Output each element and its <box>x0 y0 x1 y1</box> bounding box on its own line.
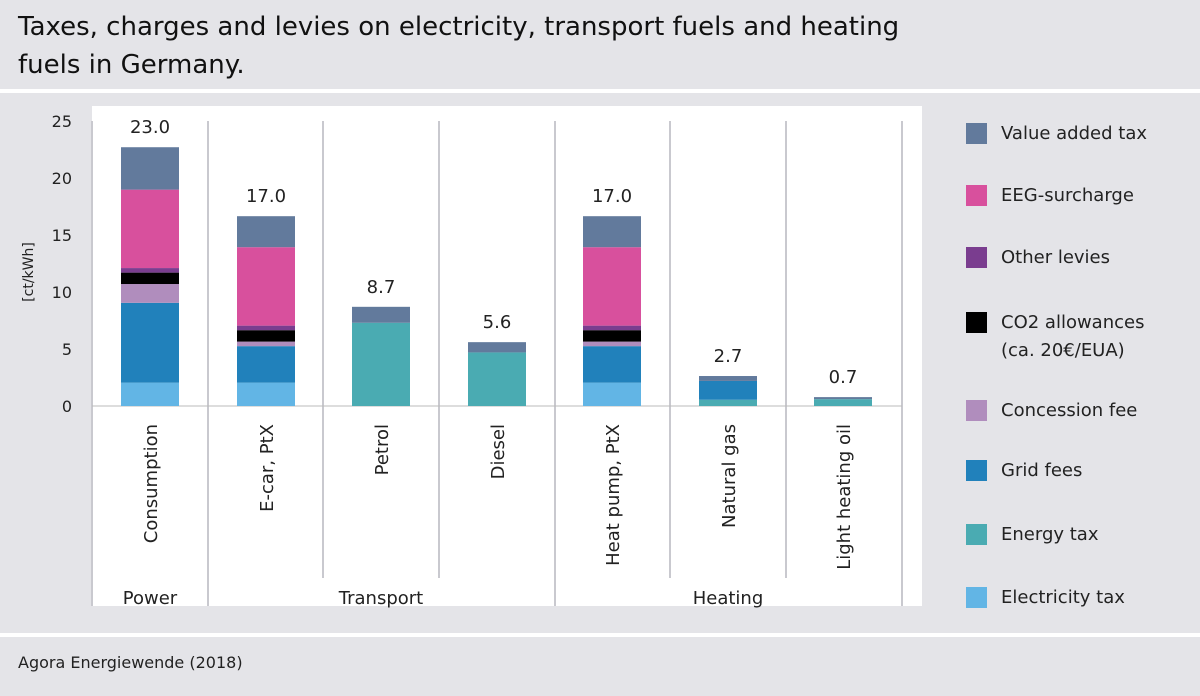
category-label: Heat pump, PtX <box>603 424 624 566</box>
category-label: Petrol <box>372 424 393 475</box>
bar-segment <box>699 376 757 381</box>
category-label: Light heating oil <box>834 424 855 570</box>
category-label: Consumption <box>141 424 162 543</box>
bars-layer <box>121 147 872 406</box>
bar-segment <box>237 382 295 406</box>
bar-segment <box>237 216 295 248</box>
header-divider <box>0 89 1200 93</box>
category-label: Diesel <box>488 424 509 479</box>
bar-segment <box>468 342 526 353</box>
bar-segment <box>237 330 295 342</box>
bar-segment <box>583 325 641 331</box>
bar-segment <box>237 346 295 383</box>
y-axis-label: [ct/kWh] <box>21 242 37 302</box>
legend-swatch <box>966 587 987 608</box>
bar-segment <box>583 346 641 383</box>
legend-label: Electricity tax <box>1001 587 1125 608</box>
legend: Value added tax EEG-surcharge Other levies… <box>966 123 1147 608</box>
bar-segment <box>121 147 179 190</box>
y-tick-label: 15 <box>52 226 72 245</box>
legend-swatch <box>966 185 987 206</box>
y-tick-label: 25 <box>52 112 72 131</box>
footer-divider <box>0 633 1200 637</box>
total-label: 8.7 <box>367 277 396 298</box>
chart-title: Taxes, charges and levies on electricity… <box>18 12 900 80</box>
legend-label: Other levies <box>1001 247 1110 268</box>
category-label: Natural gas <box>719 424 740 528</box>
bar-segment <box>814 399 872 406</box>
labels-layer: 23.0 Consumption 17.0 E-car, PtX 8.7 Petrol 5.… <box>123 117 858 609</box>
category-label: E-car, PtX <box>257 424 278 512</box>
legend-label: Concession fee <box>1001 400 1137 421</box>
bar-segment <box>699 399 757 406</box>
bar-segment <box>583 247 641 326</box>
total-label: 23.0 <box>130 117 170 138</box>
legend-label: Grid fees <box>1001 460 1082 481</box>
total-label: 0.7 <box>829 367 858 388</box>
bar-segment <box>237 325 295 331</box>
bar-segment <box>583 216 641 248</box>
group-label: Heating <box>693 588 764 609</box>
bar-segment <box>121 268 179 273</box>
y-tick-label: 5 <box>62 340 72 359</box>
bar-segment <box>468 352 526 406</box>
source-note: Agora Energiewende (2018) <box>18 653 243 672</box>
legend-swatch <box>966 312 987 333</box>
legend-label: Energy tax <box>1001 524 1099 545</box>
bar-segment <box>121 189 179 269</box>
bar-segment <box>237 247 295 326</box>
bar-segment <box>121 382 179 406</box>
bar-segment <box>352 306 410 323</box>
total-label: 2.7 <box>714 346 743 367</box>
y-tick-label: 20 <box>52 169 72 188</box>
group-label: Transport <box>338 588 423 609</box>
total-label: 5.6 <box>483 312 512 333</box>
bar-segment <box>121 272 179 285</box>
bar-segment <box>352 322 410 406</box>
group-label: Power <box>123 588 178 609</box>
total-label: 17.0 <box>592 186 632 207</box>
bar-segment <box>583 341 641 347</box>
legend-label: CO2 allowances (ca. 20€/EUA) <box>1001 312 1144 361</box>
legend-swatch <box>966 524 987 545</box>
y-tick-label: 10 <box>52 283 72 302</box>
bar-segment <box>699 380 757 400</box>
bar-segment <box>814 397 872 400</box>
total-label: 17.0 <box>246 186 286 207</box>
bar-segment <box>583 330 641 342</box>
bar-segment <box>121 302 179 383</box>
legend-swatch <box>966 460 987 481</box>
legend-swatch <box>966 123 987 144</box>
legend-label: EEG-surcharge <box>1001 185 1134 206</box>
legend-swatch <box>966 247 987 268</box>
bar-segment <box>583 382 641 406</box>
bar-segment <box>121 284 179 303</box>
y-tick-label: 0 <box>62 397 72 416</box>
legend-swatch <box>966 400 987 421</box>
legend-label: Value added tax <box>1001 123 1147 144</box>
bar-segment <box>237 341 295 347</box>
